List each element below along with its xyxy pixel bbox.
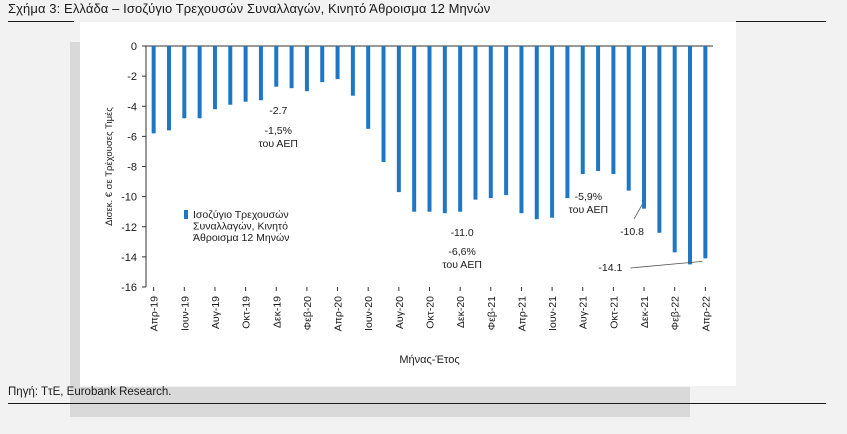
y-tick-label: 0 [131, 41, 137, 53]
bar-Απρ-19 [151, 46, 156, 134]
bar-Νοε-20 [442, 46, 447, 214]
legend-label: Άθροισμα 12 Μηνών [193, 232, 289, 244]
bar-Αυγ-19 [212, 46, 217, 110]
title-rule-right [736, 21, 826, 22]
bar-Ιουλ-21 [565, 46, 570, 199]
x-tick-label: Απρ-22 [700, 296, 712, 332]
x-tick-label: Φεβ-22 [670, 296, 682, 330]
bar-Απρ-22 [703, 46, 708, 259]
bar-Μαρ-22 [688, 46, 693, 265]
y-tick-label: -16 [121, 282, 137, 294]
y-tick-label: -12 [121, 222, 137, 234]
bar-Ιουν-20 [366, 46, 371, 129]
y-axis: 0 -2 -4 -6 -8 -10 -12 -14 -16 Δισεκ. € σε Τρέχουσ… [104, 41, 147, 294]
x-tick-label: Απρ-21 [516, 296, 528, 332]
annotation-value: -11.0 [451, 227, 474, 239]
title-rule-left [8, 21, 74, 22]
bar-Απρ-20 [335, 46, 340, 80]
bar-Ιουλ-20 [381, 46, 386, 162]
bar-Σεπ-21 [596, 46, 601, 172]
x-tick-label: Οκτ-21 [608, 296, 620, 329]
x-tick-label: Ιουν-19 [179, 296, 191, 331]
decorative-band-left [70, 42, 80, 387]
bar-series [151, 46, 708, 265]
y-axis-title: Δισεκ. € σε Τρέχουσες Τιμές [104, 107, 115, 226]
figure-title: Σχήμα 3: Ελλάδα – Ισοζύγιο Τρεχουσών Συν… [8, 1, 491, 16]
bar-Ιαν-20 [289, 46, 294, 89]
bar-Ιαν-22 [657, 46, 662, 233]
bar-Μαρ-20 [320, 46, 325, 83]
annotation-percent: -6,6% [448, 246, 475, 258]
bar-Μαρ-21 [504, 46, 509, 196]
x-tick-label: Δεκ-20 [455, 296, 467, 328]
annotation-leader-line [630, 260, 703, 269]
bar-Δεκ-20 [458, 46, 463, 212]
bar-Ιαν-21 [473, 46, 478, 200]
x-tick-label: Ιουν-20 [363, 296, 375, 331]
y-tick-label: -2 [127, 71, 137, 83]
legend-label: Συναλλαγών, Κινητό [193, 221, 288, 233]
annotation-gdp-label: του ΑΕΠ [442, 259, 482, 271]
legend-swatch [184, 210, 188, 219]
x-tick-label: Δεκ-19 [271, 296, 283, 328]
x-tick-label: Απρ-19 [149, 296, 161, 332]
bar-Μαϊ-19 [166, 46, 171, 131]
y-tick-label: -6 [127, 131, 137, 143]
bar-Φεβ-20 [304, 46, 309, 92]
bar-Δεκ-19 [274, 46, 279, 87]
chart-panel: 0 -2 -4 -6 -8 -10 -12 -14 -16 Δισεκ. € σε Τρέχουσ… [80, 22, 736, 386]
bar-Νοε-21 [626, 46, 631, 191]
bar-Απρ-21 [519, 46, 524, 214]
bar-Σεπ-20 [412, 46, 417, 212]
bar-Οκτ-21 [611, 46, 616, 175]
x-tick-label: Οκτ-20 [425, 296, 437, 329]
bar-Ιουν-19 [182, 46, 187, 119]
bar-Αυγ-21 [580, 46, 585, 175]
y-tick-label: -14 [121, 252, 137, 264]
annotation-percent: -5,9% [575, 191, 602, 203]
x-tick-label: Φεβ-20 [302, 296, 314, 330]
bar-Φεβ-21 [488, 46, 493, 199]
bar-Οκτ-20 [427, 46, 432, 212]
x-tick-label: Απρ-20 [333, 296, 345, 332]
bar-Σεπ-19 [228, 46, 233, 105]
y-tick-label: -8 [127, 162, 137, 174]
x-tick-label: Δεκ-21 [639, 296, 651, 328]
bar-chart: 0 -2 -4 -6 -8 -10 -12 -14 -16 Δισεκ. € σε Τρέχουσ… [104, 41, 713, 366]
annotations: -2.7-1,5%του ΑΕΠ-11.0-6,6%του ΑΕΠ-5,9%το… [258, 105, 703, 274]
bar-Μαϊ-21 [534, 46, 539, 220]
footer-rule [8, 403, 826, 404]
bar-Φεβ-22 [672, 46, 677, 253]
bar-Ιουλ-19 [197, 46, 202, 119]
x-tick-label: Φεβ-21 [486, 296, 498, 330]
x-tick-label: Αυγ-20 [394, 296, 406, 329]
bar-Νοε-19 [258, 46, 263, 101]
annotation-value: -14.1 [598, 262, 622, 274]
x-tick-label: Οκτ-19 [241, 296, 253, 329]
bar-Δεκ-21 [642, 46, 647, 209]
y-tick-label: -4 [127, 101, 137, 113]
bar-Μαϊ-20 [350, 46, 355, 96]
annotation-value: -10.8 [620, 226, 644, 238]
y-tick-label: -10 [121, 192, 137, 204]
annotation-percent: -1,5% [265, 125, 292, 137]
x-tick-label: Αυγ-21 [578, 296, 590, 329]
x-axis-title: Μήνας-Έτος [399, 354, 459, 366]
annotation-leader-line [633, 204, 643, 220]
annotation-value: -2.7 [269, 105, 287, 117]
legend-label: Ισοζύγιο Τρεχουσών [193, 209, 289, 221]
annotation-gdp-label: του ΑΕΠ [569, 204, 609, 216]
bar-Ιουν-21 [550, 46, 555, 218]
x-tick-label: Αυγ-19 [210, 296, 222, 329]
decorative-band-bottom [70, 387, 690, 417]
bar-Αυγ-20 [396, 46, 401, 193]
source-note: Πηγή: ΤτΕ, Eurobank Research. [8, 386, 172, 398]
annotation-gdp-label: του ΑΕΠ [258, 138, 298, 150]
bar-Οκτ-19 [243, 46, 248, 102]
x-tick-label: Ιουν-21 [547, 296, 559, 331]
